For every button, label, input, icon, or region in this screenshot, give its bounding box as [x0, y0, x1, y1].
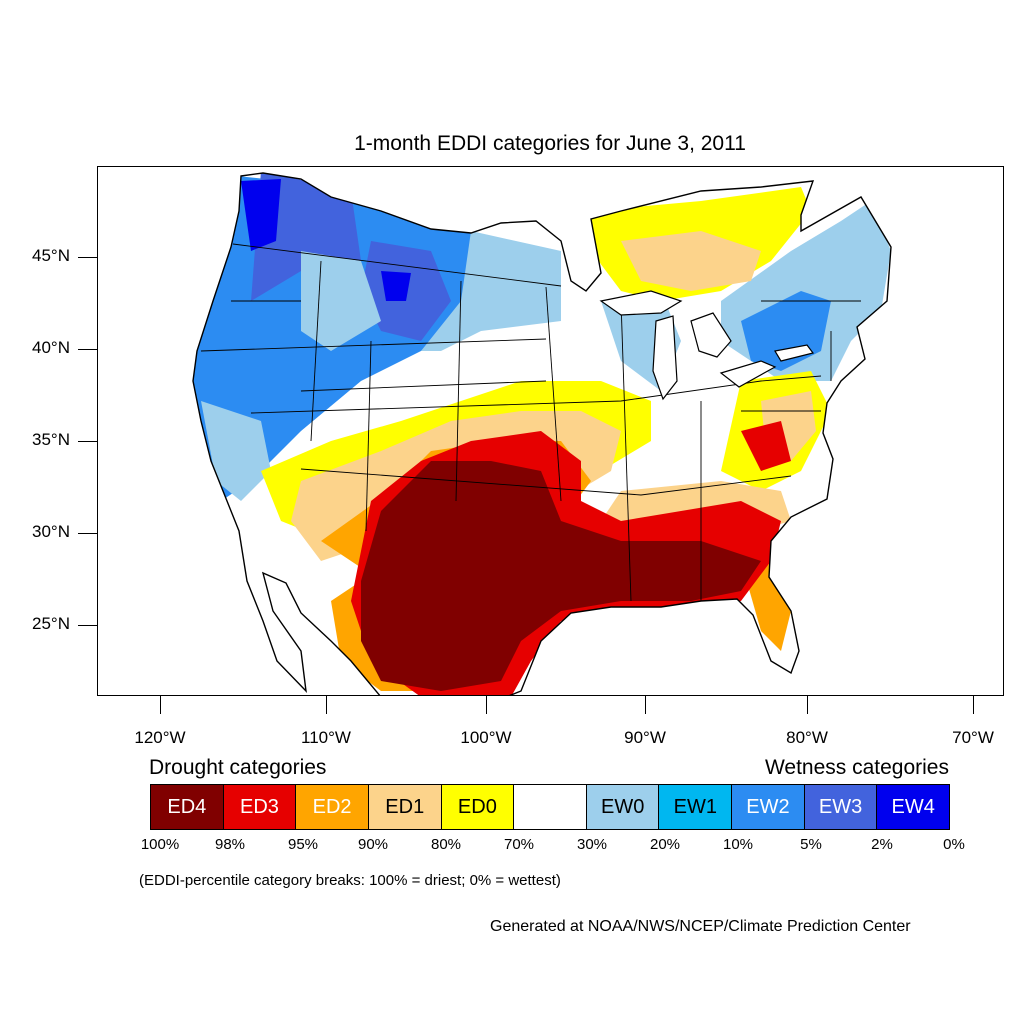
percentile-label: 20% [649, 836, 681, 853]
percentile-label: 70% [503, 836, 535, 853]
drought-categories-title: Drought categories [149, 756, 327, 779]
lat-label-30: 30°N [32, 522, 70, 541]
percentile-label: 98% [214, 836, 246, 853]
legend-cell-ew2: EW2 [732, 785, 805, 829]
legend-cell-neutral [514, 785, 587, 829]
legend-cell-ed0: ED0 [441, 785, 515, 829]
percentile-label: 5% [800, 836, 822, 853]
lat-label-45: 45°N [32, 246, 70, 265]
category-breaks-note: (EDDI-percentile category breaks: 100% =… [139, 872, 561, 889]
legend-cell-ed4: ED4 [151, 785, 224, 829]
percentile-label: 80% [430, 836, 462, 853]
legend-cell-ew3: EW3 [804, 785, 878, 829]
lon-label-110: 110°W [301, 728, 351, 747]
lon-label-100: 100°W [460, 728, 512, 747]
percentile-label: 0% [943, 836, 965, 853]
lon-tick [645, 696, 646, 714]
lat-label-25: 25°N [32, 614, 70, 633]
legend-colorbar: ED4 ED3 ED2 ED1 ED0 EW0 EW1 EW2 EW3 EW4 [150, 784, 950, 830]
wetness-categories-title: Wetness categories [764, 756, 949, 779]
lat-tick [78, 533, 97, 534]
legend-cell-ed3: ED3 [223, 785, 297, 829]
map-title: 1-month EDDI categories for June 3, 2011 [354, 132, 746, 155]
percentile-label: 2% [871, 836, 893, 853]
lon-label-120: 120°W [134, 728, 186, 747]
legend-cell-ew1: EW1 [659, 785, 733, 829]
credit-line: Generated at NOAA/NWS/NCEP/Climate Predi… [490, 918, 911, 935]
lat-label-40: 40°N [32, 338, 70, 357]
percentile-label: 90% [357, 836, 389, 853]
lon-tick [807, 696, 808, 714]
lon-label-90: 90°W [624, 728, 666, 747]
percentile-label: 100% [140, 836, 180, 853]
lat-tick [78, 257, 97, 258]
lon-tick [160, 696, 161, 714]
eddi-map [192, 172, 892, 695]
percentile-label: 30% [576, 836, 608, 853]
legend-cell-ed1: ED1 [368, 785, 442, 829]
percentile-label: 10% [722, 836, 754, 853]
lat-label-35: 35°N [32, 430, 70, 449]
lon-tick [486, 696, 487, 714]
lat-tick [78, 441, 97, 442]
lon-tick [973, 696, 974, 714]
percentile-label: 95% [287, 836, 319, 853]
map-panel [97, 166, 1004, 696]
lon-tick [326, 696, 327, 714]
lon-label-70: 70°W [952, 728, 994, 747]
lat-tick [78, 625, 97, 626]
legend-cell-ew4: EW4 [877, 785, 950, 829]
legend-cell-ed2: ED2 [296, 785, 369, 829]
lat-tick [78, 349, 97, 350]
lon-label-80: 80°W [786, 728, 828, 747]
legend-cell-ew0: EW0 [586, 785, 660, 829]
